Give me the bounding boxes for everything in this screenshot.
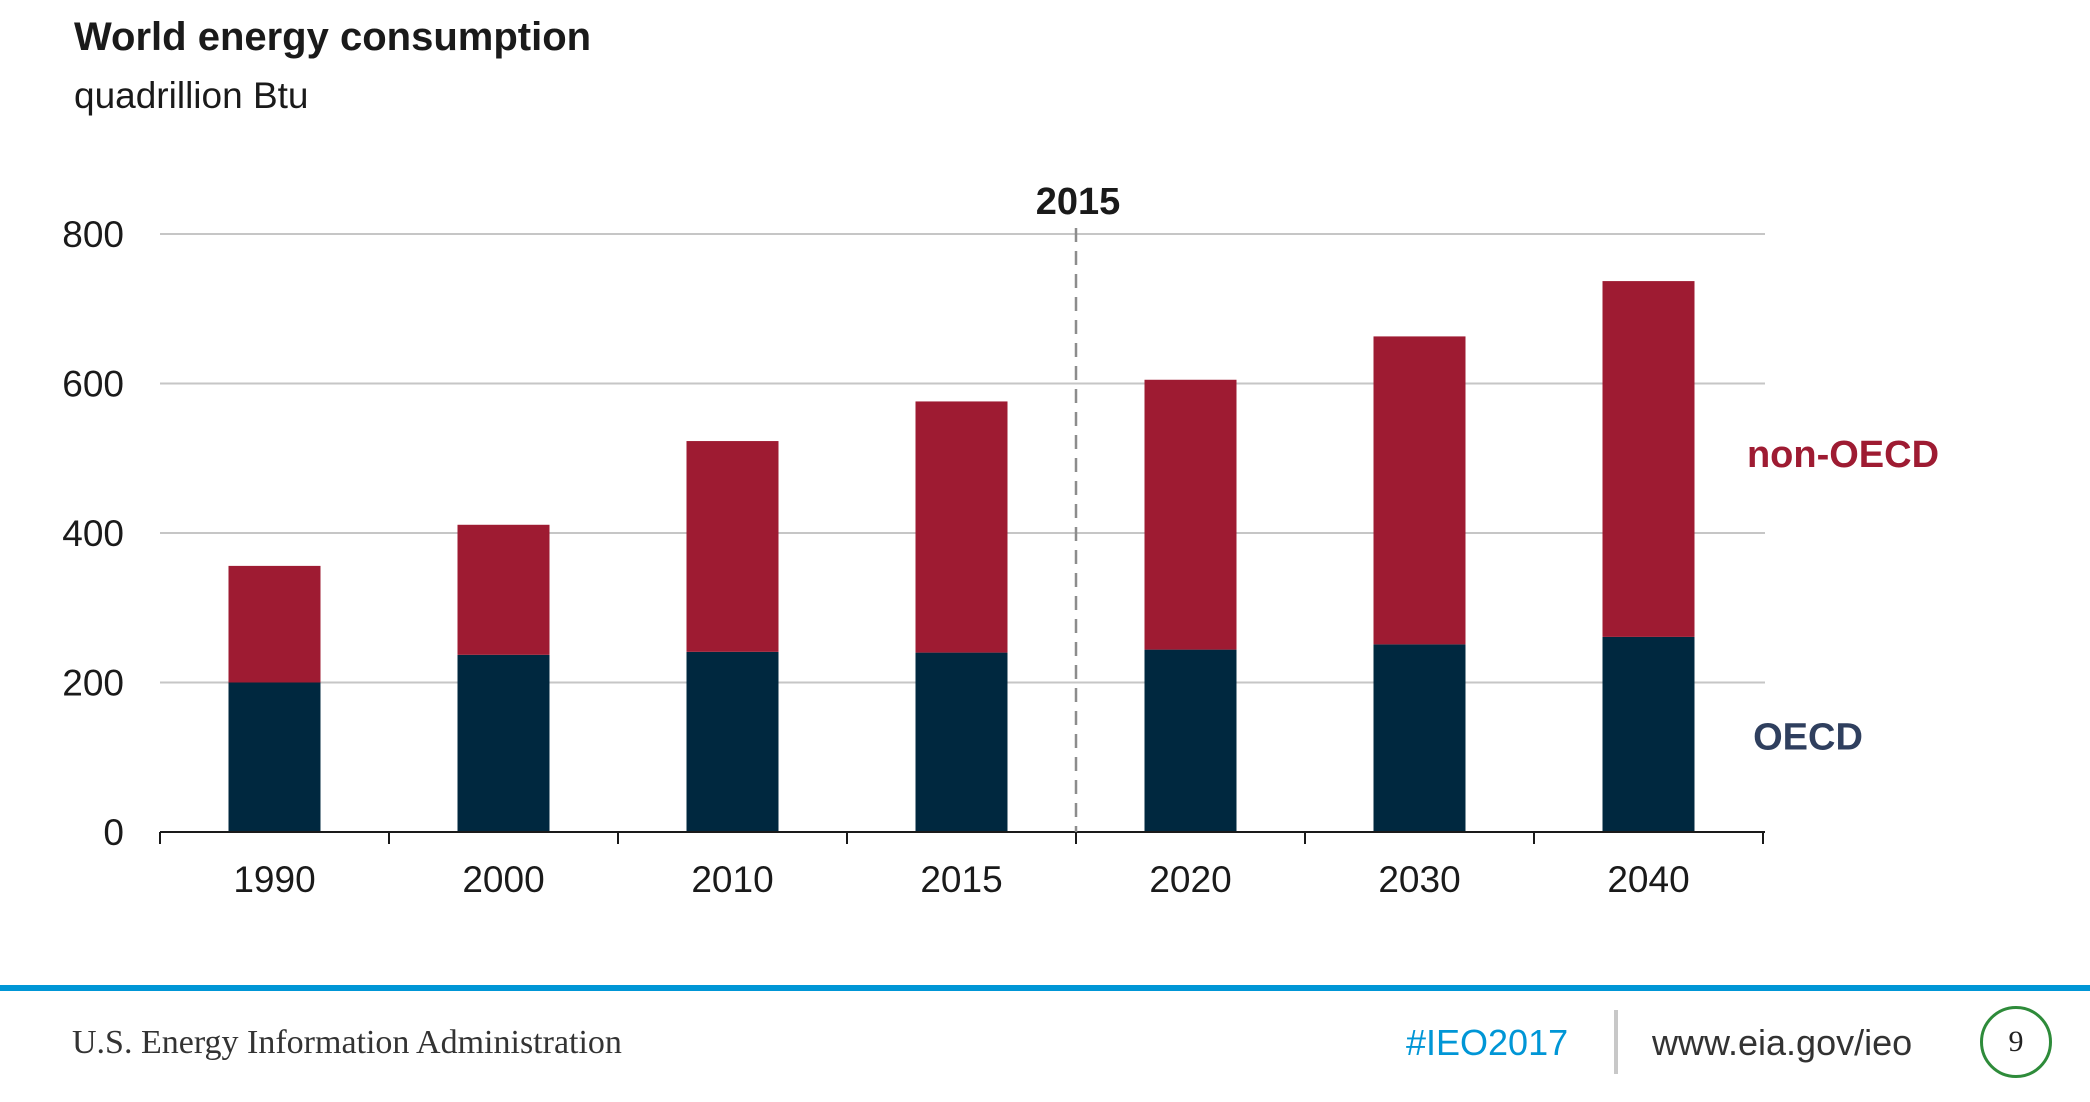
bar-segment	[915, 652, 1008, 832]
footer-url-link[interactable]: www.eia.gov/ieo	[1652, 1022, 1913, 1063]
stacked-bar-chart: 0 200 400 600 800 1990 2000 2010 2015 2020 2030 20…	[62, 181, 1939, 900]
chart-subtitle: quadrillion Btu	[74, 75, 309, 116]
footer-hashtag[interactable]: #IEO2017	[1406, 1022, 1569, 1063]
series-label: non-OECD	[1747, 434, 1939, 476]
bar-segment	[228, 565, 321, 683]
chart-title: World energy consumption	[74, 15, 592, 59]
bar-segment	[1144, 649, 1237, 832]
x-tick-label: 2000	[462, 859, 544, 900]
page-number-badge: 9	[1980, 1006, 2052, 1078]
x-tick-label: 2040	[1607, 859, 1689, 900]
y-tick-label: 400	[62, 513, 124, 554]
bar-segment	[457, 524, 550, 655]
footer-rule	[0, 985, 2090, 991]
annotation-label: 2015	[1036, 181, 1121, 223]
x-axis-tick-labels: 1990 2000 2010 2015 2020 2030 2040	[233, 859, 1689, 900]
x-tick-label: 2030	[1378, 859, 1460, 900]
series-label: OECD	[1753, 716, 1863, 758]
bar-segment	[1602, 636, 1695, 832]
footer-agency-name: U.S. Energy Information Administration	[72, 1024, 622, 1061]
annotation: 2015	[1036, 181, 1121, 832]
x-axis	[159, 831, 1765, 844]
bar-segment	[915, 401, 1008, 653]
bar-segment	[1602, 281, 1695, 637]
bar-segment	[1144, 379, 1237, 650]
y-tick-label: 200	[62, 663, 124, 704]
x-tick-label: 2020	[1149, 859, 1231, 900]
bar-segment	[1373, 644, 1466, 832]
y-tick-label: 800	[62, 214, 124, 255]
bar-segment	[457, 654, 550, 832]
y-tick-label: 0	[103, 812, 124, 853]
series-labels: OECD non-OECD	[1747, 434, 1939, 758]
x-tick-label: 2010	[691, 859, 773, 900]
bars	[228, 281, 1695, 832]
x-tick-label: 1990	[233, 859, 315, 900]
x-tick-label: 2015	[920, 859, 1002, 900]
footer-divider	[1614, 1010, 1618, 1074]
bar-segment	[228, 682, 321, 832]
y-axis-tick-labels: 0 200 400 600 800	[62, 214, 124, 853]
y-tick-label: 600	[62, 364, 124, 405]
bar-segment	[1373, 336, 1466, 645]
bar-segment	[686, 651, 779, 832]
bar-segment	[686, 441, 779, 652]
